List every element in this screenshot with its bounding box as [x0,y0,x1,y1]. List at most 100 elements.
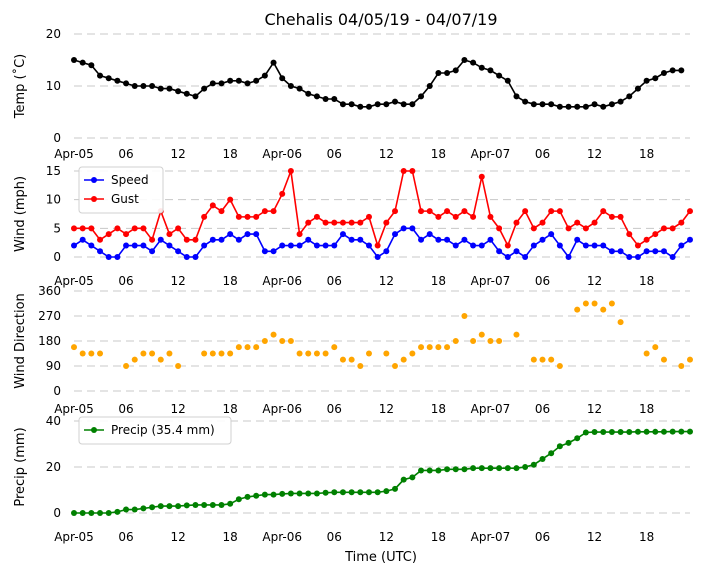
precip-point [426,467,433,474]
precip-point [79,510,86,516]
speed-point [660,248,667,255]
gust-point [548,208,555,215]
precip-point [183,502,190,509]
direction-point [435,344,442,351]
x-tick-label: 18 [431,530,446,544]
temp-point [539,101,546,108]
y-tick-label: 0 [53,250,61,264]
gust-point [287,168,294,174]
temp-point [660,70,667,76]
x-tick-label: 18 [431,147,446,161]
precip-point [227,500,234,507]
speed-point [652,248,659,255]
temp-point [452,67,459,74]
temp-line [73,59,682,108]
temp-point [496,72,503,79]
direction-point [365,350,372,357]
gust-point [461,208,468,215]
temp-point [357,103,364,110]
precip-point [123,506,130,513]
x-axis-label: Time (UTC) [344,550,417,565]
direction-point [157,356,164,363]
temp-point [348,101,355,108]
y-axis-label: Wind (mph) [13,176,28,252]
direction-point [201,350,208,357]
gust-point [409,168,416,174]
precip-point [470,465,477,472]
direction-point [71,344,77,351]
y-tick-label: 0 [53,384,61,398]
y-tick-label: 0 [53,506,61,520]
speed-point [400,225,407,232]
precip-point [522,464,529,470]
gust-point [634,242,641,249]
direction-point [140,350,147,357]
gust-point [496,225,503,232]
x-tick-label: 18 [639,274,654,288]
y-tick-label: 360 [38,284,61,298]
chart-panels: 0 10 20 Apr-05 06 12 18 Apr-06 06 12 18 Apr-07 06 12 1… [12,27,693,544]
precip-point [331,489,338,496]
precip-point [513,465,520,472]
temp-point [79,59,86,66]
y-axis-label: Wind Direction [13,293,28,389]
direction-point [487,338,494,344]
temp-point [166,85,173,92]
direction-point [261,338,268,344]
speed-point [617,248,624,255]
direction-point [409,350,416,357]
precip-point [565,439,572,446]
precip-point [582,429,589,436]
gust-point [608,213,615,220]
direction-point [400,356,407,363]
temp-point [504,77,511,84]
speed-point [470,242,477,249]
legend: Precip (35.4 mm) [78,416,232,445]
direction-point [218,350,225,357]
precip-point [261,491,268,498]
direction-point [357,363,364,369]
speed-point [140,242,147,249]
direction-point [227,350,234,357]
gust-point [678,219,685,226]
precip-point [383,488,390,495]
temp-point [513,93,520,100]
speed-point [97,248,104,255]
speed-point [478,242,485,249]
temp-point [305,90,312,97]
speed-point [539,236,546,243]
temp-point [227,77,234,84]
gust-point [131,225,138,232]
speed-point [348,236,355,243]
temp-point [175,88,182,95]
temp-point [392,98,399,105]
y-tick-label: 20 [46,460,61,474]
speed-point [513,248,520,255]
gust-point [565,225,572,232]
direction-point [383,350,390,357]
gust-point [513,219,520,226]
gust-point [687,208,693,215]
direction-point [209,350,216,357]
direction-point [608,300,615,307]
precip-point [192,501,199,508]
temp-point [313,93,320,100]
gust-point [365,213,372,220]
x-tick-label: 06 [535,530,550,544]
gust-point [643,236,650,243]
direction-point [79,350,86,357]
x-tick-label: 18 [639,147,654,161]
x-tick-label: Apr-07 [471,274,511,288]
direction-point [452,338,459,344]
temp-point [591,101,598,108]
x-tick-label: 06 [118,147,133,161]
temp-point [131,83,138,89]
gust-point [183,236,190,243]
speed-point [192,254,199,260]
precip-point [539,455,546,462]
x-tick-label: 18 [639,530,654,544]
precip-point [634,428,641,435]
precip-point [279,490,286,497]
precip-point [504,465,511,472]
speed-point [105,254,112,260]
